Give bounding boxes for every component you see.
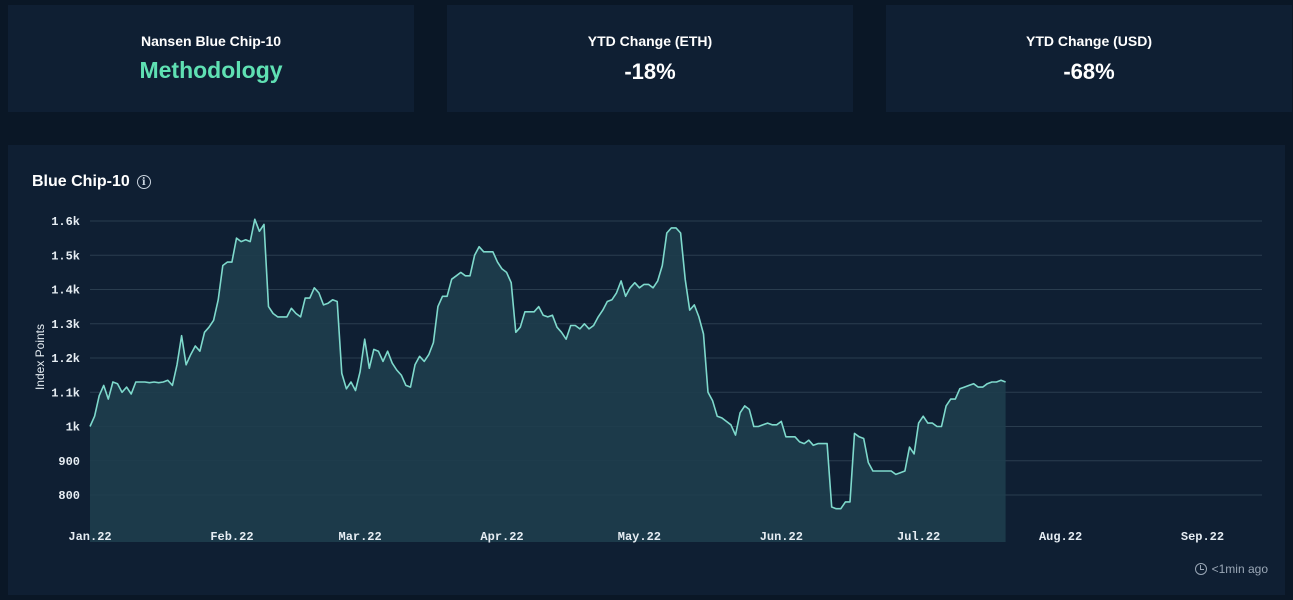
- y-axis-label: Index Points: [33, 324, 47, 390]
- y-tick-label: 1.3k: [51, 318, 80, 332]
- x-tick-label: Feb.22: [210, 530, 253, 544]
- last-updated-text: <1min ago: [1211, 562, 1268, 576]
- ytd-eth-card: YTD Change (ETH) -18%: [447, 5, 853, 112]
- ytd-usd-label: YTD Change (USD): [1026, 33, 1152, 49]
- methodology-card: Nansen Blue Chip-10 Methodology: [8, 5, 414, 112]
- last-updated: <1min ago: [1194, 562, 1268, 576]
- index-name-label: Nansen Blue Chip-10: [140, 33, 282, 49]
- info-icon[interactable]: i: [136, 175, 151, 189]
- series-area: [90, 219, 1006, 543]
- y-tick-label: 800: [58, 489, 80, 503]
- chart-svg[interactable]: 800 900 1k 1.1k 1.2k 1.3k 1.4k 1.5k 1.6k Jan.22 Fe…: [0, 145, 1293, 555]
- y-tick-label: 900: [58, 455, 80, 469]
- x-tick-label: Jul.22: [897, 530, 940, 544]
- x-tick-label: May.22: [618, 530, 661, 544]
- methodology-link[interactable]: Methodology: [139, 57, 283, 83]
- clock-icon: [1194, 563, 1207, 575]
- x-tick-label: Mar.22: [339, 530, 382, 544]
- y-tick-label: 1.6k: [51, 215, 80, 229]
- y-tick-label: 1.5k: [51, 249, 80, 263]
- x-tick-label: Sep.22: [1181, 530, 1224, 544]
- chart-title: Blue Chip-10 i: [32, 173, 151, 191]
- ytd-usd-card: YTD Change (USD) -68%: [886, 5, 1292, 112]
- ytd-usd-value: -68%: [1063, 59, 1115, 84]
- chart-title-text: Blue Chip-10: [32, 173, 130, 190]
- x-tick-label: Jan.22: [68, 530, 111, 544]
- y-tick-label: 1.4k: [51, 284, 80, 298]
- x-tick-label: Apr.22: [480, 530, 523, 544]
- y-tick-label: 1.2k: [51, 352, 80, 366]
- ytd-eth-value: -18%: [624, 59, 676, 84]
- series-line: [89, 218, 1006, 510]
- y-tick-label: 1k: [66, 421, 80, 435]
- x-tick-label: Aug.22: [1039, 530, 1082, 544]
- y-tick-label: 1.1k: [51, 386, 80, 400]
- x-tick-label: Jun.22: [760, 530, 803, 544]
- ytd-eth-label: YTD Change (ETH): [587, 33, 713, 49]
